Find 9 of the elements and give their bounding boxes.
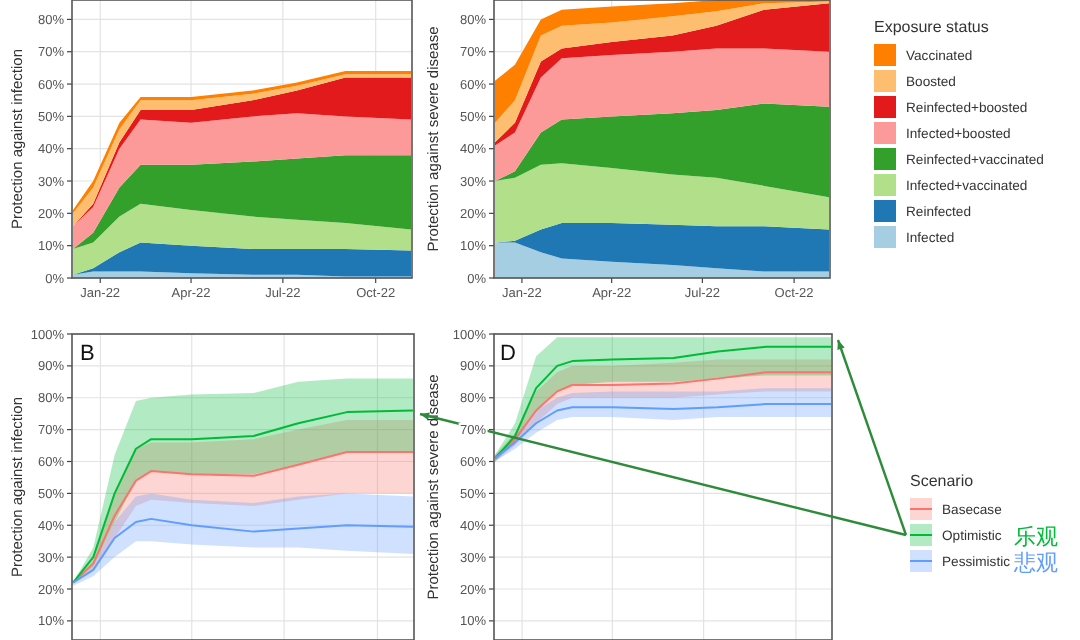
line-series [494,403,832,460]
text: 乐观 [1014,524,1058,550]
annotation: B [80,342,95,366]
annotation: D [500,342,516,366]
line-series [72,517,414,584]
legend-title: Exposure status [874,18,989,36]
text: 悲观 [1012,550,1058,576]
line-series [72,450,414,584]
legend-title: Scenario [910,472,975,490]
